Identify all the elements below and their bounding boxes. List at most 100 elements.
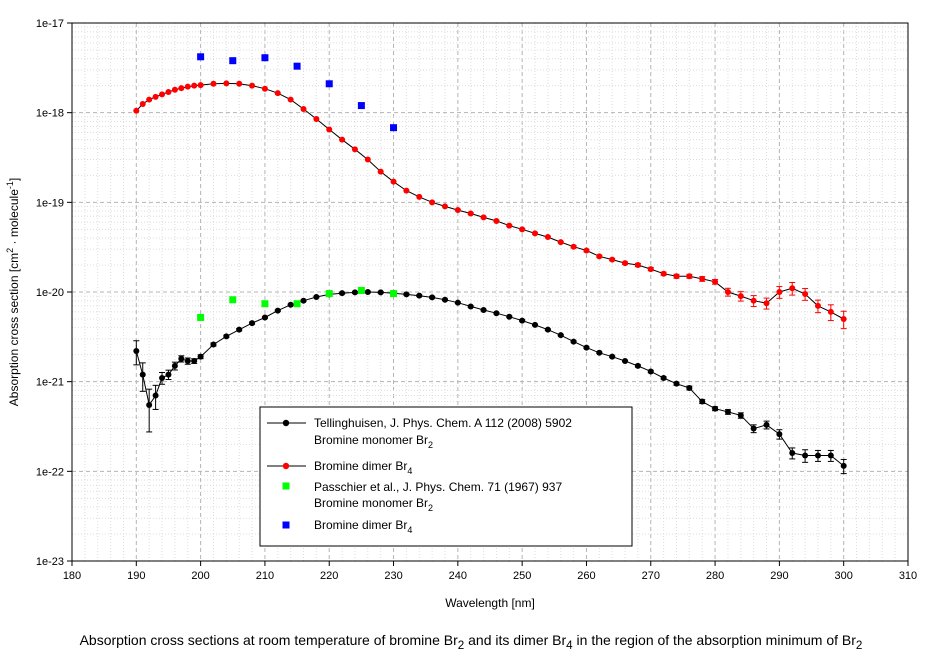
series-2-point — [210, 80, 217, 87]
series-4-point — [390, 124, 398, 132]
series-2-point — [287, 96, 294, 103]
series-2-point — [570, 243, 577, 250]
series-1-point — [776, 431, 783, 438]
y-axis-title-sup1: 2 — [5, 248, 15, 253]
series-4-point — [293, 62, 301, 70]
series-2-point — [326, 126, 333, 133]
series-1-point — [506, 313, 513, 320]
y-tick-label: 1e-19 — [36, 197, 64, 209]
series-2-point — [634, 262, 641, 269]
series-2-point — [789, 285, 796, 292]
series-3-point — [293, 300, 301, 308]
series-1-point — [441, 296, 448, 303]
series-1-point — [139, 371, 146, 378]
series-2-point — [493, 217, 500, 224]
series-1-point — [789, 450, 796, 457]
series-1-point — [236, 326, 243, 333]
legend-passchier-dimer-label: Bromine dimer Br4 — [314, 518, 412, 535]
series-2-point — [274, 90, 281, 97]
series-1-point — [673, 380, 680, 387]
series-1-point — [403, 291, 410, 298]
x-tick-label: 220 — [320, 570, 338, 582]
series-2-point — [159, 91, 166, 98]
series-2-point — [236, 80, 243, 87]
series-2-point — [776, 289, 783, 295]
series-2-point — [364, 156, 371, 163]
series-2-point — [596, 253, 603, 260]
y-axis-title-pre: Absorption cross section [cm — [7, 253, 21, 406]
series-2-point — [223, 80, 230, 87]
series-1-point — [249, 320, 256, 327]
x-tick-label: 230 — [384, 570, 402, 582]
series-2-point — [416, 193, 423, 200]
series-1-point — [210, 341, 217, 348]
series-2-point — [532, 230, 539, 237]
series-1-point — [763, 421, 770, 428]
series-4-point — [197, 53, 205, 61]
series-2-point — [622, 260, 629, 267]
axis-ticks: 180 190 200 210 220 230 240 250 260 270 280 290 300 3… — [36, 18, 917, 582]
y-tick-label: 1e-17 — [36, 18, 64, 30]
series-1-point — [165, 371, 172, 378]
series-1-point — [184, 358, 191, 365]
series-4-point — [325, 80, 333, 88]
series-2-point — [609, 256, 616, 263]
y-axis-title-sup2: -1 — [5, 181, 15, 189]
legend-box — [259, 406, 633, 547]
data-series — [133, 53, 847, 475]
caption-sub-3: 2 — [855, 638, 863, 652]
series-1-point — [814, 452, 821, 459]
series-1-point — [699, 398, 706, 405]
x-tick-label: 210 — [256, 570, 274, 582]
series-1-point — [532, 321, 539, 328]
x-tick-label: 250 — [513, 570, 531, 582]
x-tick-label: 200 — [191, 570, 209, 582]
series-2-point — [165, 89, 172, 96]
x-tick-label: 270 — [642, 570, 660, 582]
series-1-point — [827, 452, 834, 459]
series-2-point — [814, 302, 821, 309]
x-tick-label: 240 — [449, 570, 467, 582]
series-2-point — [557, 239, 564, 246]
series-2-point — [724, 289, 731, 295]
series-1-point — [480, 306, 487, 313]
series-1-point — [416, 292, 423, 299]
x-tick-label: 300 — [835, 570, 853, 582]
series-2-point — [178, 85, 185, 92]
legend-monomer-text: Bromine monomer Br — [314, 433, 428, 447]
series-2-point — [673, 273, 680, 280]
series-4-point — [357, 102, 365, 110]
y-tick-label: 1e-22 — [36, 466, 64, 478]
legend-passchier-dimer-sub: 4 — [407, 525, 412, 535]
series-2-point — [146, 96, 153, 103]
series-1-point — [197, 353, 204, 360]
series-2-point — [171, 86, 178, 93]
series-2-point — [191, 82, 198, 89]
series-1-point — [152, 392, 159, 399]
series-2-point — [139, 100, 146, 107]
legend-marker-passchier-monomer — [282, 482, 290, 490]
series-1-point — [364, 289, 371, 295]
x-tick-label: 190 — [127, 570, 145, 582]
caption-text-3: in the region of the absorption minimum … — [572, 632, 856, 648]
series-1-point — [622, 358, 629, 365]
series-3-point — [390, 290, 398, 298]
series-1-point — [647, 368, 654, 375]
series-3-point — [197, 313, 205, 321]
series-1-point — [146, 401, 153, 408]
series-1-point — [724, 408, 731, 415]
series-1-point — [737, 412, 744, 419]
series-1-point — [351, 289, 358, 296]
legend-marker-passchier-dimer — [282, 521, 290, 529]
series-2-point — [249, 82, 256, 89]
series-1-point — [274, 307, 281, 314]
legend-passchier-dimer-text: Bromine dimer Br — [314, 518, 407, 532]
series-2-point — [300, 105, 307, 112]
series-2-point — [429, 199, 436, 206]
series-1-point — [544, 326, 551, 333]
series-2-point — [660, 270, 667, 277]
series-2-point — [184, 83, 191, 90]
figure-caption: Absorption cross sections at room temper… — [0, 632, 942, 652]
series-2-point — [737, 293, 744, 300]
series-2-point — [403, 187, 410, 194]
